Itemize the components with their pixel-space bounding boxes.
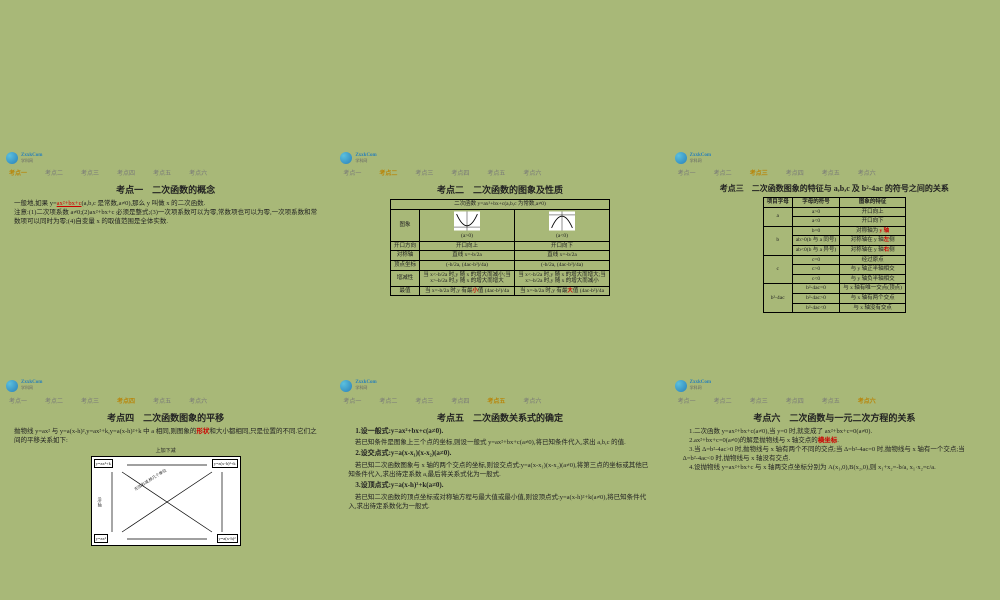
slide-1: ZxxkCom学科网 考点一 考点二 考点三 考点四 考点五 考点六 考点一 二…	[0, 148, 331, 373]
diag-caption: 上加下减	[6, 447, 325, 454]
slide4-body: 抛物线 y=ax² 与 y=a(x-h)²,y=ax²+k,y=a(x-h)²+…	[6, 427, 325, 445]
logo-text: ZxxkCom	[21, 153, 42, 158]
logo-sub: 学科网	[21, 158, 42, 164]
logo: ZxxkCom学科网	[6, 152, 325, 164]
slide3-table: 项目字母字母的符号图象的特征 aa>0开口向上 a<0开口向下 bb=0对称轴为…	[763, 197, 906, 313]
tab-4[interactable]: 考点四	[114, 167, 138, 178]
tabs: 考点一 考点二 考点三 考点四 考点五 考点六	[6, 167, 325, 178]
tabs: 考点一 考点二 考点三 考点四 考点五 考点六	[6, 395, 325, 406]
slide5-body: 1.设一般式:y=ax²+bx+c(a≠0). 若已知条件是图象上三个点的坐标,…	[340, 427, 659, 512]
slide6-body: 1.二次函数 y=ax²+bx+c(a≠0),当 y=0 时,就变成了 ax²+…	[675, 427, 994, 472]
slide-5: ZxxkCom学科网 考点一 考点二 考点三 考点四 考点五 考点六 考点五 二…	[334, 376, 665, 600]
slide2-table: 二次函数 y=ax²+bx+c(a,b,c 为常数,a≠0) 图象 (a>0) …	[390, 199, 610, 296]
tab-2[interactable]: 考点二	[42, 167, 66, 178]
logo: ZxxkCom学科网	[340, 380, 659, 392]
slide6-title: 考点六 二次函数与一元二次方程的关系	[675, 411, 994, 424]
logo: ZxxkCom学科网	[675, 152, 994, 164]
slide3-title: 考点三 二次函数图象的特征与 a,b,c 及 b²-4ac 的符号之间的关系	[675, 183, 994, 194]
tab-3[interactable]: 考点三	[78, 167, 102, 178]
logo-icon	[6, 152, 18, 164]
translation-diagram: y=ax²+k y=a(x-h)²+k y=ax² y=a(x-h)² 沿y轴 …	[91, 456, 241, 546]
parabola-up-icon	[454, 211, 480, 231]
slide1-body: 一般地,如果 y=ax²+bx+c(a,b,c 是常数,a≠0),那么 y 叫做…	[6, 199, 325, 226]
tab-5[interactable]: 考点五	[150, 167, 174, 178]
logo-icon	[675, 380, 687, 392]
slide5-title: 考点五 二次函数关系式的确定	[340, 411, 659, 424]
logo-icon	[675, 152, 687, 164]
tab-6[interactable]: 考点六	[186, 167, 210, 178]
parabola-down-icon	[549, 211, 575, 231]
tabs: 考点一 考点二 考点三 考点四 考点五 考点六	[675, 395, 994, 406]
tab-1[interactable]: 考点一	[6, 167, 30, 178]
logo-icon	[6, 380, 18, 392]
tabs: 考点一 考点二 考点三 考点四 考点五 考点六	[340, 395, 659, 406]
logo-icon	[340, 152, 352, 164]
hero-banner	[0, 0, 1000, 145]
slide-2: ZxxkCom学科网 考点一 考点二 考点三 考点四 考点五 考点六 考点二 二…	[334, 148, 665, 373]
slide-3: ZxxkCom学科网 考点一 考点二 考点三 考点四 考点五 考点六 考点三 二…	[669, 148, 1000, 373]
slide-6: ZxxkCom学科网 考点一 考点二 考点三 考点四 考点五 考点六 考点六 二…	[669, 376, 1000, 600]
slide1-title: 考点一 二次函数的概念	[6, 183, 325, 196]
logo: ZxxkCom学科网	[6, 380, 325, 392]
slide-4: ZxxkCom学科网 考点一 考点二 考点三 考点四 考点五 考点六 考点四 二…	[0, 376, 331, 600]
slide4-title: 考点四 二次函数图象的平移	[6, 411, 325, 424]
slide1-underline: ax²+bx+c	[57, 200, 82, 207]
tabs: 考点一 考点二 考点三 考点四 考点五 考点六	[340, 167, 659, 178]
logo: ZxxkCom学科网	[675, 380, 994, 392]
tabs: 考点一 考点二 考点三 考点四 考点五 考点六	[675, 167, 994, 178]
logo-icon	[340, 380, 352, 392]
slide2-title: 考点二 二次函数的图象及性质	[340, 183, 659, 196]
logo: ZxxkCom学科网	[340, 152, 659, 164]
